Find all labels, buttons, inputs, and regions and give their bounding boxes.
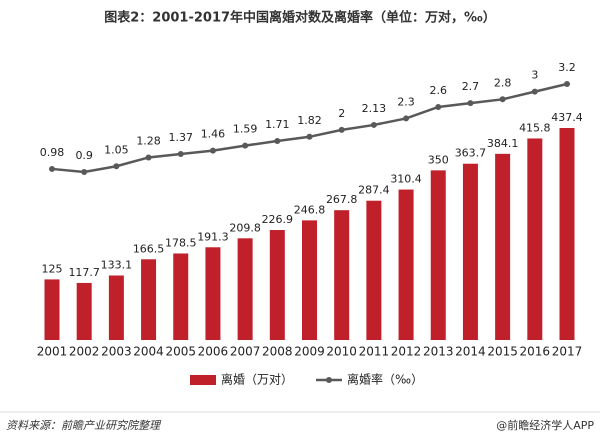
x-tick-label: 2010	[326, 345, 357, 359]
line	[51, 82, 568, 174]
bar	[334, 210, 350, 340]
x-tick-label: 2014	[455, 345, 486, 359]
bar	[269, 230, 285, 340]
value-label: 1.37	[169, 131, 194, 144]
x-tick-label: 2002	[69, 345, 100, 359]
bar	[366, 200, 382, 340]
value-label: 178.5	[165, 236, 197, 249]
value-label: 415.8	[519, 121, 551, 134]
bar	[237, 238, 253, 340]
bar	[108, 275, 124, 340]
bar	[398, 189, 414, 340]
x-tick-label: 2003	[101, 345, 132, 359]
value-label: 0.98	[40, 146, 65, 159]
x-tick-label: 2016	[520, 345, 551, 359]
bar	[527, 138, 543, 340]
value-label: 267.8	[326, 193, 358, 206]
line-point	[338, 126, 345, 133]
bar	[559, 128, 575, 340]
x-tick-label: 2017	[552, 345, 583, 359]
value-label: 133.1	[101, 258, 133, 271]
value-label: 3.2	[558, 61, 576, 74]
value-label: 350	[428, 153, 449, 166]
legend-label: 离婚（万对）	[221, 372, 293, 387]
value-label: 1.28	[136, 134, 161, 147]
value-label: 3	[531, 69, 538, 82]
value-label: 310.4	[390, 173, 422, 186]
value-label: 191.3	[197, 230, 229, 243]
bar	[76, 282, 92, 340]
value-label: 2.3	[397, 95, 415, 108]
line-point	[467, 100, 474, 107]
chart-title: 图表2：2001-2017年中国离婚对数及离婚率（单位：万对，‰）	[104, 10, 496, 26]
value-label: 125	[42, 262, 63, 275]
value-label: 1.05	[104, 143, 129, 156]
value-label: 2.7	[462, 80, 480, 93]
x-tick-label: 2015	[487, 345, 518, 359]
legend-swatch	[190, 375, 216, 385]
line-point	[49, 165, 55, 172]
line-point	[81, 169, 88, 175]
x-tick-label: 2007	[230, 345, 261, 359]
line-point	[564, 81, 570, 87]
line-point	[274, 138, 281, 145]
legend-swatch	[326, 377, 332, 383]
legend-label: 离婚率（‰）	[347, 372, 423, 387]
x-tick-label: 2013	[423, 345, 454, 359]
value-label: 209.8	[229, 221, 261, 234]
value-label: 0.9	[75, 149, 93, 162]
bar	[302, 220, 317, 340]
line-point	[145, 154, 152, 161]
line-point	[177, 151, 184, 158]
value-label: 2.6	[430, 84, 448, 97]
value-label: 363.7	[455, 147, 487, 160]
value-label: 437.4	[551, 111, 583, 124]
x-tick-label: 2009	[294, 345, 325, 359]
bar	[462, 163, 478, 340]
value-label: 1.59	[233, 123, 258, 136]
line-point	[242, 142, 249, 149]
bar	[44, 279, 60, 340]
line-point	[306, 133, 313, 140]
value-label: 1.82	[297, 114, 322, 127]
line-point	[499, 96, 506, 103]
value-label: 166.5	[133, 242, 165, 255]
line-point	[531, 88, 538, 95]
value-label: 2.13	[362, 102, 387, 115]
value-label: 246.8	[294, 203, 326, 216]
value-label: 2	[338, 107, 345, 120]
credit: @前瞻经济学人APP	[496, 418, 594, 432]
line-point	[403, 115, 410, 122]
bar	[205, 247, 221, 340]
bar	[173, 253, 189, 340]
line-point	[209, 147, 216, 154]
x-tick-label: 2005	[165, 345, 196, 359]
x-tick-label: 2008	[262, 345, 293, 359]
line-point	[435, 103, 442, 110]
x-tick-label: 2012	[391, 345, 422, 359]
value-label: 2.8	[494, 76, 512, 89]
bar	[141, 259, 157, 340]
x-tick-label: 2004	[133, 345, 164, 359]
value-label: 1.46	[201, 128, 226, 141]
value-label: 287.4	[358, 184, 390, 197]
line-point	[113, 163, 120, 170]
value-label: 384.1	[487, 137, 519, 150]
source: 资料来源：前瞻产业研究院整理	[6, 419, 162, 432]
value-label: 1.71	[265, 118, 290, 131]
x-tick-label: 2001	[37, 345, 68, 359]
bar	[430, 170, 446, 340]
value-label: 226.9	[262, 213, 294, 226]
bar	[495, 153, 511, 340]
line-point	[370, 121, 377, 128]
x-tick-label: 2006	[198, 345, 229, 359]
value-label: 117.7	[68, 266, 100, 279]
x-tick-label: 2011	[359, 345, 390, 359]
